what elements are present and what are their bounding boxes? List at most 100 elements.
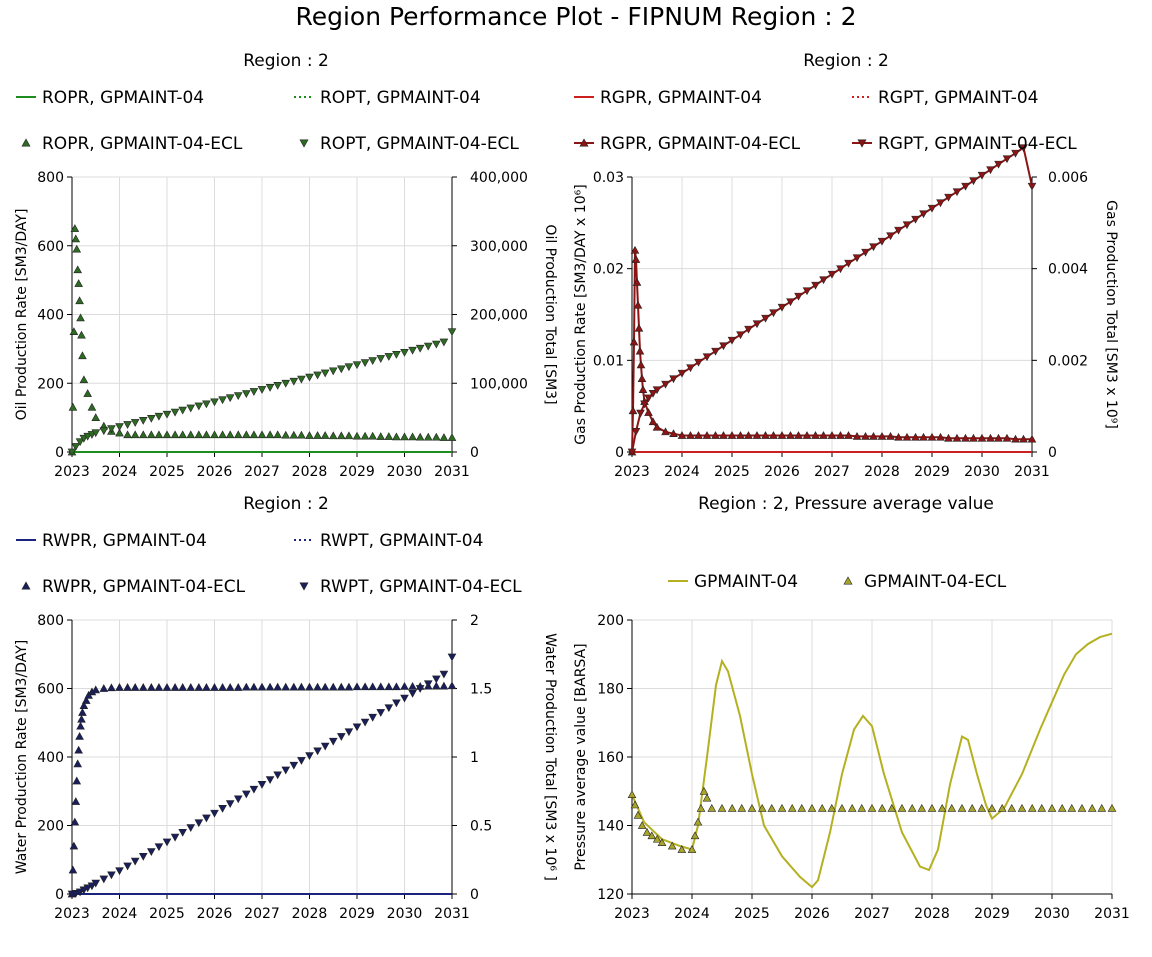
oil-series-2-point <box>78 351 87 360</box>
oil-series-3-point <box>170 408 180 417</box>
gas-series-2-point <box>719 431 728 439</box>
pressure-series-1-point <box>652 834 662 843</box>
water-series-2-point <box>79 701 89 709</box>
oil-legend-2-label: ROPR, GPMAINT-04-ECL <box>42 134 243 154</box>
water-series-2-point <box>392 682 401 691</box>
water-series-2-point <box>186 683 196 691</box>
gas-series-2-point <box>1002 433 1012 442</box>
oil-series-3-point <box>249 388 259 396</box>
water-series-3-point <box>91 879 101 888</box>
gas-series-3-point <box>786 298 795 307</box>
oil-x-tick-label: 2029 <box>339 464 375 480</box>
gas-series-3-line <box>631 146 1033 453</box>
oil-x-tick-label: 2025 <box>149 464 185 480</box>
water-series-3-point <box>265 776 275 785</box>
pressure-legend-1-marker <box>843 576 853 585</box>
oil-series-2-point <box>202 430 211 439</box>
oil-series-3-point <box>138 417 148 425</box>
pressure-series-1-point <box>797 803 807 812</box>
water-x-tick-label: 2030 <box>387 906 423 922</box>
oil-series-3-point <box>257 386 267 394</box>
pressure-series-1-point <box>827 803 837 812</box>
gas-series-2-point <box>911 432 920 441</box>
water-x-tick-label: 2026 <box>197 906 233 922</box>
oil-series-2-point <box>328 431 338 440</box>
water-series-2-point <box>249 682 259 691</box>
oil-series-2-point <box>194 430 204 439</box>
oil-series-2-point <box>233 430 243 439</box>
gas-series-3-point <box>836 265 845 274</box>
gas-series-3-point <box>802 287 812 296</box>
oil-series-2-point <box>83 389 92 397</box>
gas-series-2-point <box>777 431 787 439</box>
oil-series-2-point <box>123 430 132 439</box>
pressure-series-1-point <box>967 803 977 812</box>
pressure-series-0-line <box>631 632 1113 889</box>
water-series-2-point <box>305 682 314 691</box>
gas-series-3-point <box>994 160 1003 169</box>
water-series-2-point <box>170 683 180 691</box>
oil-series-2-point <box>186 430 196 439</box>
pressure-x-tick-label: 2026 <box>794 906 830 922</box>
gas-y-tick-label: 0 <box>615 445 624 461</box>
water-series-2-point <box>408 682 417 690</box>
oil-y2-tick-label: 300,000 <box>470 239 528 255</box>
water-legend-2-marker <box>21 581 31 590</box>
oil-series-2-point <box>75 296 84 305</box>
oil-series-2-point <box>415 432 425 441</box>
pressure-series-1-point <box>857 803 867 812</box>
gas-series-2-point <box>711 431 720 439</box>
gas-series-2-point <box>944 433 953 442</box>
gas-series-2-point <box>648 417 658 426</box>
gas-series-2-point <box>844 431 853 439</box>
gas-series-2-point <box>736 431 745 439</box>
pressure-x-tick-label: 2024 <box>674 906 710 922</box>
gas-x-tick-label: 2025 <box>714 464 750 480</box>
pressure-series-1-point <box>947 803 957 812</box>
oil-series-3-point <box>423 342 433 351</box>
gas-legend-0-label: RGPR, GPMAINT-04 <box>600 88 762 108</box>
water-series-2-point <box>70 817 80 826</box>
oil-series-3-point <box>202 400 211 409</box>
oil-series-3-point <box>71 443 81 451</box>
water-series-3-point <box>289 761 299 770</box>
oil-y2-tick-label: 100,000 <box>470 376 528 392</box>
water-series-2-point <box>77 714 86 723</box>
water-series-2-point <box>178 683 187 691</box>
gas-series-3-point <box>911 215 920 224</box>
gas-series-3-point <box>894 226 903 235</box>
water-series-2-point <box>73 759 83 768</box>
oil-series-2-point <box>74 279 83 287</box>
gas-y-axis-label: Gas Production Rate [SM3/DAY x 10⁶] <box>573 184 589 444</box>
oil-legend-3-label: ROPT, GPMAINT-04-ECL <box>320 134 519 154</box>
water-series-2-point <box>194 683 204 691</box>
water-y-tick-label: 800 <box>37 613 64 629</box>
gas-series-2-point <box>628 406 638 415</box>
water-series-2-point <box>147 683 156 691</box>
pressure-series-1-point <box>847 803 857 812</box>
pressure-series-1-point <box>627 790 637 799</box>
gas-series-2-point <box>769 431 778 439</box>
pressure-series-1-point <box>1097 803 1107 812</box>
pressure-series-1-point <box>757 803 767 812</box>
gas-series-2-point <box>936 432 945 441</box>
water-series-3-point <box>87 882 97 891</box>
oil-series-3-point <box>115 423 124 431</box>
pressure-series-1-point <box>642 827 652 836</box>
gas-series-2-point <box>894 432 903 441</box>
pressure-x-tick-label: 2029 <box>974 906 1010 922</box>
water-series-3-point <box>210 809 219 818</box>
water-y2-tick-label: 1.5 <box>470 682 492 698</box>
oil-series-2-point <box>138 430 148 439</box>
pressure-series-1-point <box>1027 803 1037 812</box>
oil-series-3-point <box>99 427 109 436</box>
oil-x-tick-label: 2028 <box>292 464 328 480</box>
gas-series-3-point <box>986 166 995 175</box>
oil-y-tick-label: 400 <box>37 308 64 324</box>
gas-series-3-point <box>927 204 937 213</box>
oil-series-2-point <box>73 265 83 274</box>
oil-series-2-point <box>76 313 85 322</box>
pressure-x-tick-label: 2027 <box>854 906 890 922</box>
water-series-2-point <box>447 681 457 690</box>
pressure-series-1-point <box>702 793 712 802</box>
